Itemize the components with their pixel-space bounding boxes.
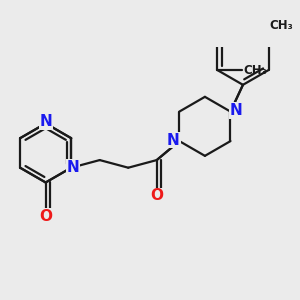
Text: N: N xyxy=(230,103,243,118)
Text: O: O xyxy=(150,188,163,203)
Text: N: N xyxy=(167,133,180,148)
Text: O: O xyxy=(39,209,52,224)
Text: N: N xyxy=(39,114,52,129)
Text: CH₃: CH₃ xyxy=(244,64,267,76)
Text: CH₃: CH₃ xyxy=(269,19,293,32)
Text: N: N xyxy=(67,160,80,175)
